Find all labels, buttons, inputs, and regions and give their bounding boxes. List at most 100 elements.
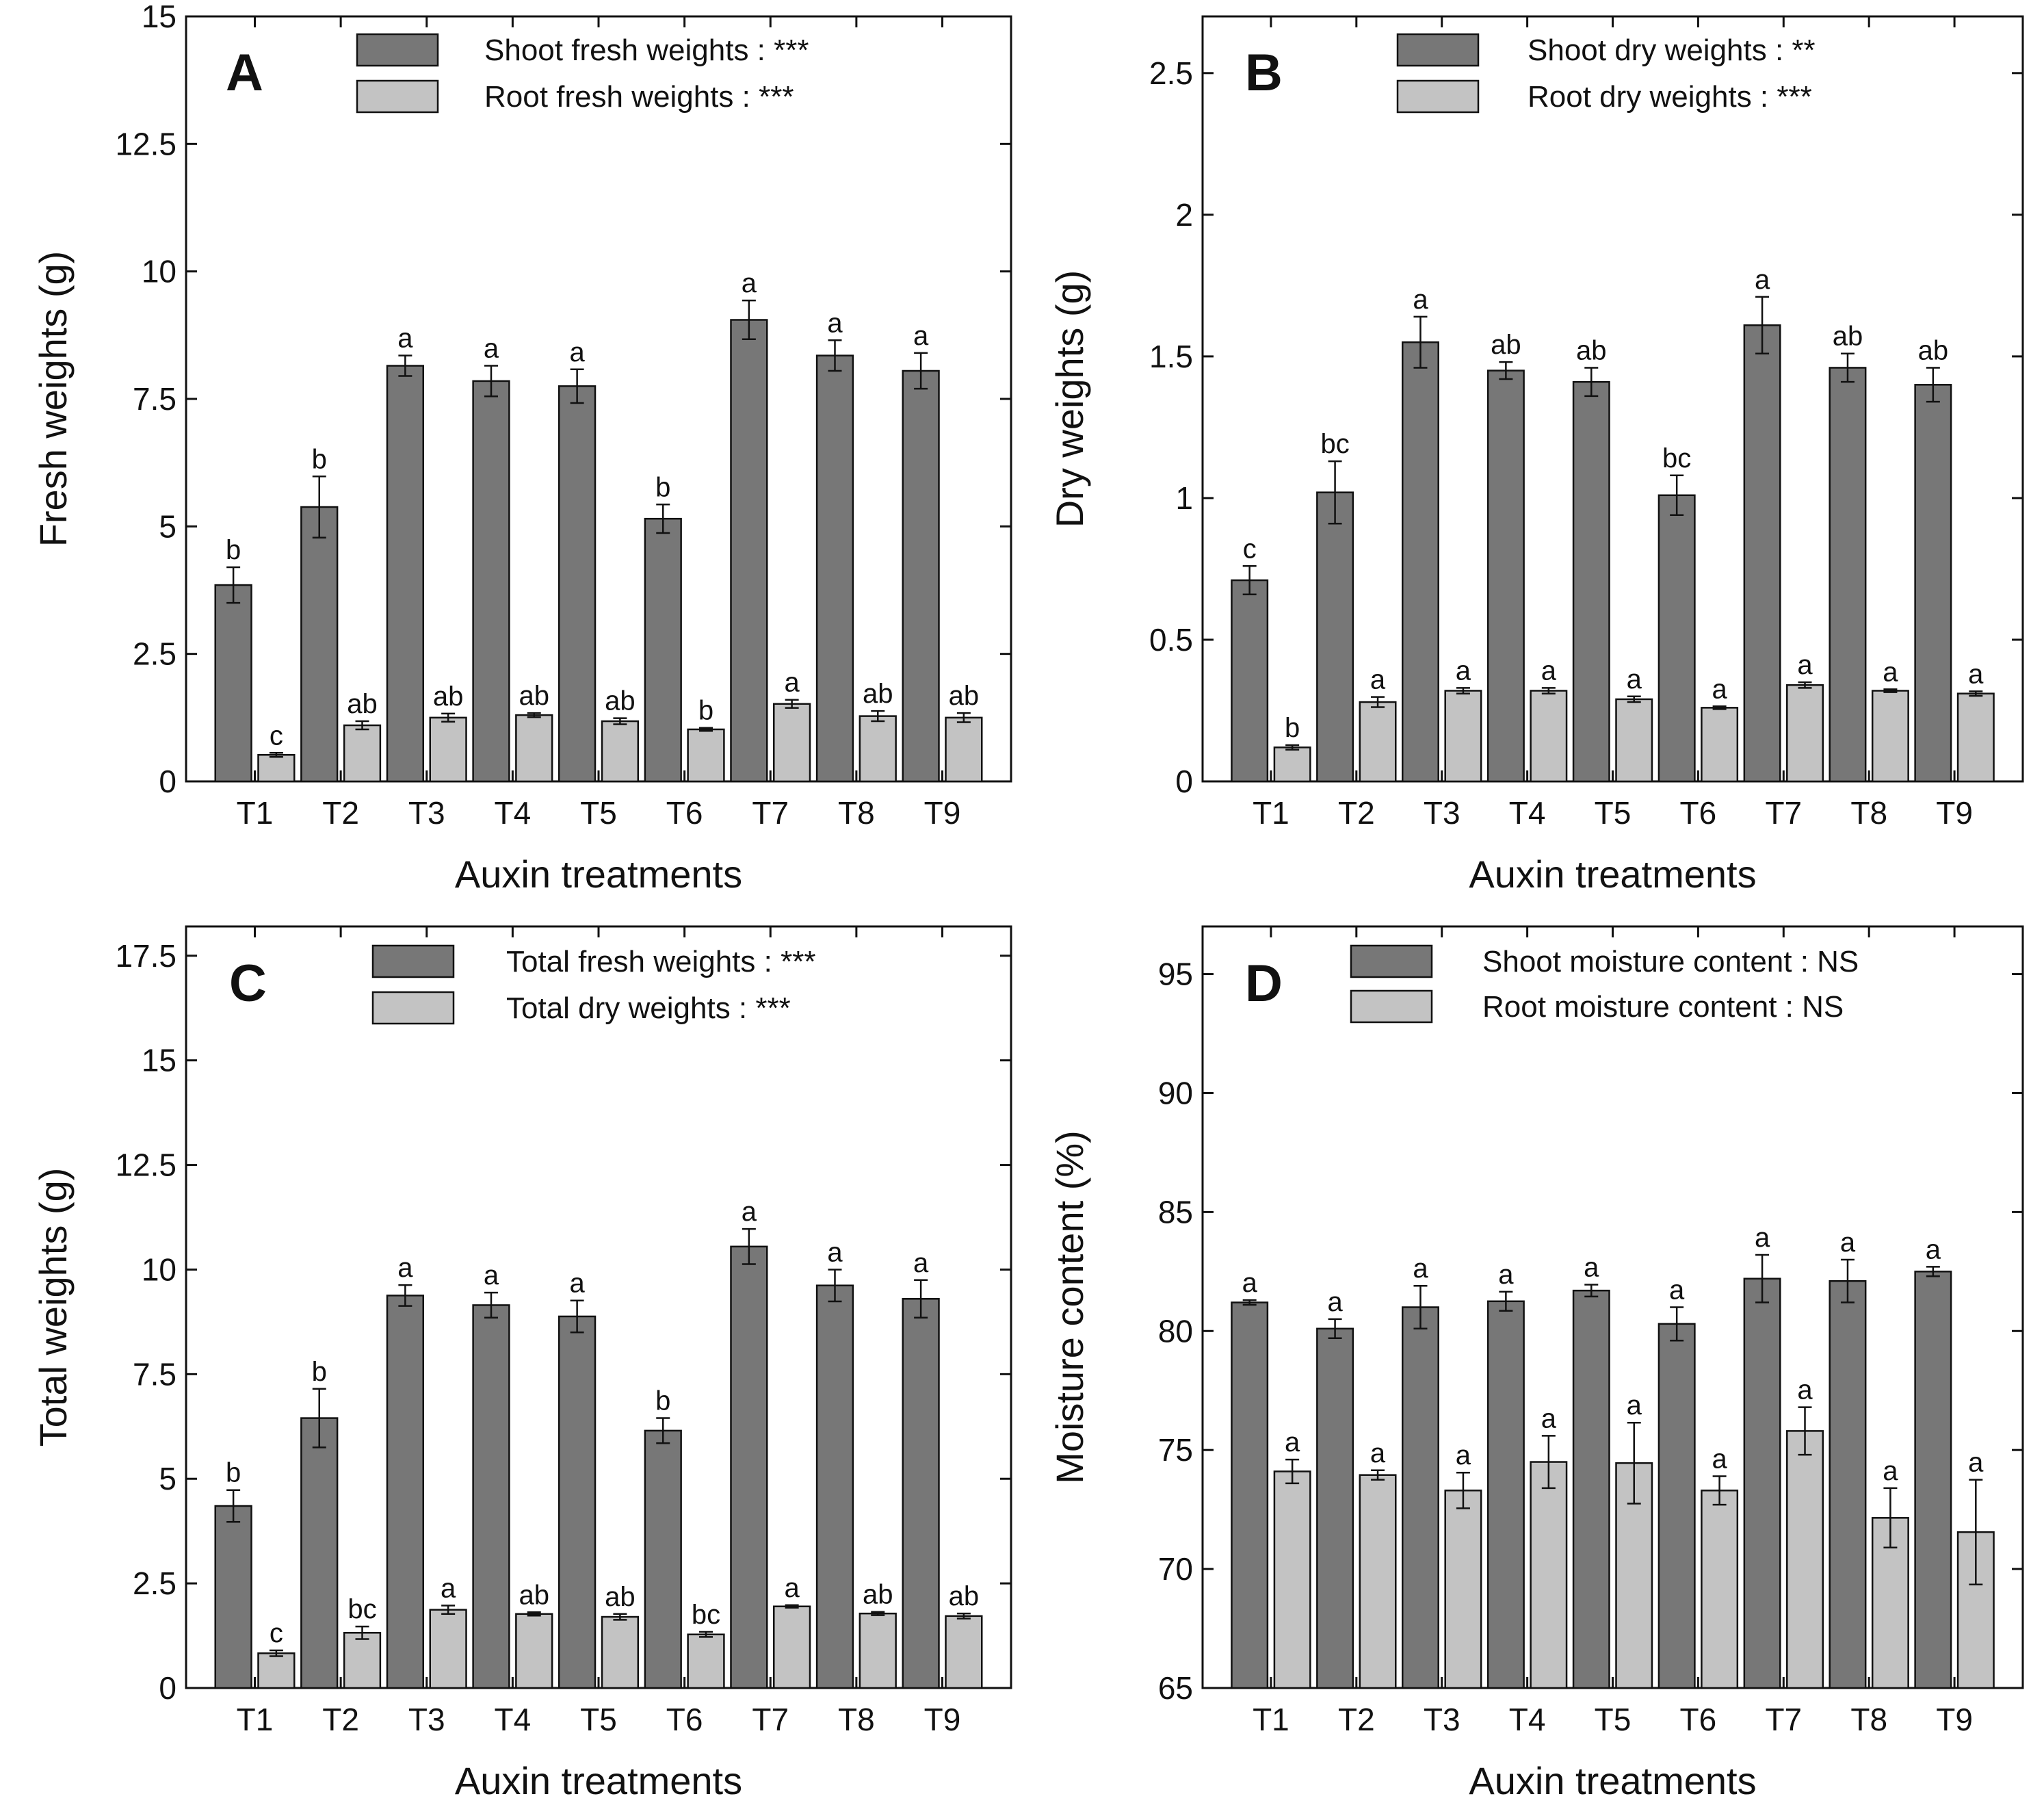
panel-c-bar-light [601, 1615, 640, 1689]
panel-a-bar-light [601, 720, 640, 783]
panel-d-bar-dark [1914, 1271, 1952, 1689]
panel-d-bar-dark [1231, 1301, 1269, 1689]
panel-a-xtick-label: T7 [752, 795, 789, 831]
panel-a-significance-letter: b [226, 535, 241, 565]
panel-a-bar-light [515, 714, 553, 783]
panel-d-significance-letter: a [1456, 1440, 1471, 1470]
panel-c-significance-letter: a [827, 1237, 843, 1267]
panel-d-xtick-label: T8 [1850, 1702, 1887, 1737]
panel-c-bar-light [945, 1615, 983, 1689]
panel-b-x-axis-title: Auxin treatments [1469, 853, 1756, 896]
panel-b-bar-light [1530, 690, 1568, 783]
panel-d-xtick-label: T4 [1509, 1702, 1546, 1737]
panel-d-xtick-label: T3 [1424, 1702, 1460, 1737]
panel-c-significance-letter: a [441, 1574, 456, 1604]
panel-d-xtick-label: T6 [1680, 1702, 1717, 1737]
panel-b-significance-letter: ab [1491, 330, 1521, 360]
panel-a-x-axis-title: Auxin treatments [455, 853, 742, 896]
panel-b-ytick-label: 2 [1175, 197, 1193, 233]
panel-d-significance-letter: a [1285, 1427, 1300, 1457]
panel-c-bar-dark [815, 1284, 854, 1689]
panel-b-ytick-label: 2.5 [1149, 55, 1193, 91]
panel-a-legend-label: Root fresh weights : *** [484, 80, 794, 114]
panel-b-legend-label: Root dry weights : *** [1528, 80, 1812, 114]
panel-a-xtick-label: T8 [838, 795, 875, 831]
panel-b-bar-light [1956, 692, 1995, 783]
panel-c-significance-letter: ab [863, 1580, 893, 1610]
panel-c-xtick-label: T2 [322, 1702, 359, 1737]
panel-c-significance-letter: a [785, 1573, 800, 1603]
panel-a-bar-dark [386, 365, 424, 783]
panel-c-bar-light [859, 1612, 897, 1689]
panel-d-significance-letter: a [1968, 1448, 1984, 1478]
panel-c-legend-swatch [371, 944, 455, 978]
panel-d-ytick-label: 70 [1158, 1551, 1193, 1587]
panel-c-bar-light [343, 1632, 382, 1689]
panel-b-xtick-label: T9 [1936, 795, 1973, 831]
panel-a-significance-letter: a [827, 308, 843, 338]
panel-b-bar-light [1786, 684, 1824, 783]
panel-c-significance-letter: a [397, 1253, 413, 1283]
panel-a-ytick-label: 10 [142, 254, 176, 289]
panel-a-ytick-label: 7.5 [133, 381, 176, 417]
panel-d-bar-light [1273, 1470, 1311, 1689]
panel-d-bar-dark [1402, 1306, 1439, 1689]
panel-d-bar-dark [1572, 1289, 1610, 1689]
panel-a-bar-light [257, 753, 296, 783]
panel-b-letter: B [1245, 44, 1283, 102]
panel-b-legend-label: Shoot dry weights : ** [1528, 34, 1816, 67]
panel-d-significance-letter: a [1926, 1234, 1941, 1264]
panel-b-significance-letter: ab [1576, 335, 1607, 365]
panel-d-significance-letter: a [1840, 1228, 1856, 1258]
panel-a-significance-letter: ab [519, 681, 550, 711]
panel-a-xtick-label: T3 [408, 795, 445, 831]
panel-c-bar-dark [902, 1298, 940, 1689]
panel-d-ytick-label: 95 [1158, 957, 1193, 992]
panel-c-xtick-label: T1 [237, 1702, 274, 1737]
panel-c-bar-dark [386, 1295, 424, 1689]
panel-b-bar-dark [1316, 491, 1354, 783]
panel-b-significance-letter: a [1968, 659, 1984, 689]
panel-a-bar-dark [902, 369, 940, 783]
panel-d: 65 70 75 80 85 90 95 T1 T2 T3 T4 T5 T6 T7 T8 T9 a a a a a a a a… [1048, 925, 2024, 1802]
panel-b-bar-light [1273, 746, 1311, 783]
panel-c-ytick-label: 10 [142, 1251, 176, 1287]
panel-a-bar-dark [644, 517, 682, 783]
panel-c-bar-light [515, 1613, 553, 1689]
panel-b-bar-light [1444, 690, 1482, 783]
panel-b-xtick-label: T4 [1509, 795, 1546, 831]
panel-d-bar-light [1359, 1474, 1397, 1689]
panel-a-y-axis-title: Fresh weights (g) [31, 251, 75, 547]
panel-a-significance-letter: b [312, 444, 327, 474]
panel-a-xtick-label: T4 [495, 795, 532, 831]
panel-a-bar-light [945, 716, 983, 783]
panel-a-ytick-label: 2.5 [133, 636, 176, 672]
panel-b-bar-dark [1231, 579, 1269, 783]
panel-b-bar-light [1359, 701, 1397, 783]
panel-a-ytick-label: 15 [142, 0, 176, 34]
panel-d-significance-letter: a [1498, 1260, 1514, 1290]
panel-d-bar-light [1530, 1461, 1568, 1689]
panel-a-bar-light [429, 716, 467, 783]
panel-c-bar-dark [300, 1417, 339, 1689]
panel-c-significance-letter: bc [692, 1600, 720, 1630]
panel-c-xtick-label: T9 [924, 1702, 961, 1737]
panel-c-ytick-label: 5 [159, 1461, 176, 1496]
panel-a-significance-letter: ab [347, 689, 378, 719]
panel-d-significance-letter: a [1584, 1252, 1599, 1282]
panel-d-bar-light [1444, 1490, 1482, 1689]
panel-d-bar-dark [1486, 1300, 1525, 1689]
panel-b-significance-letter: a [1755, 265, 1770, 295]
panel-d-significance-letter: a [1327, 1287, 1343, 1317]
panel-a-xtick-label: T9 [924, 795, 961, 831]
panel-b-bar-dark [1914, 384, 1952, 783]
panel-b-significance-letter: bc [1662, 443, 1691, 473]
panel-d-significance-letter: a [1669, 1275, 1685, 1306]
panel-c-bar-dark [214, 1505, 252, 1689]
panel-a-significance-letter: a [569, 337, 585, 367]
panel-a-ytick-label: 12.5 [115, 126, 176, 161]
panel-d-x-axis-title: Auxin treatments [1469, 1759, 1756, 1802]
panel-a-bar-light [687, 728, 725, 783]
panel-c-significance-letter: ab [949, 1581, 980, 1611]
